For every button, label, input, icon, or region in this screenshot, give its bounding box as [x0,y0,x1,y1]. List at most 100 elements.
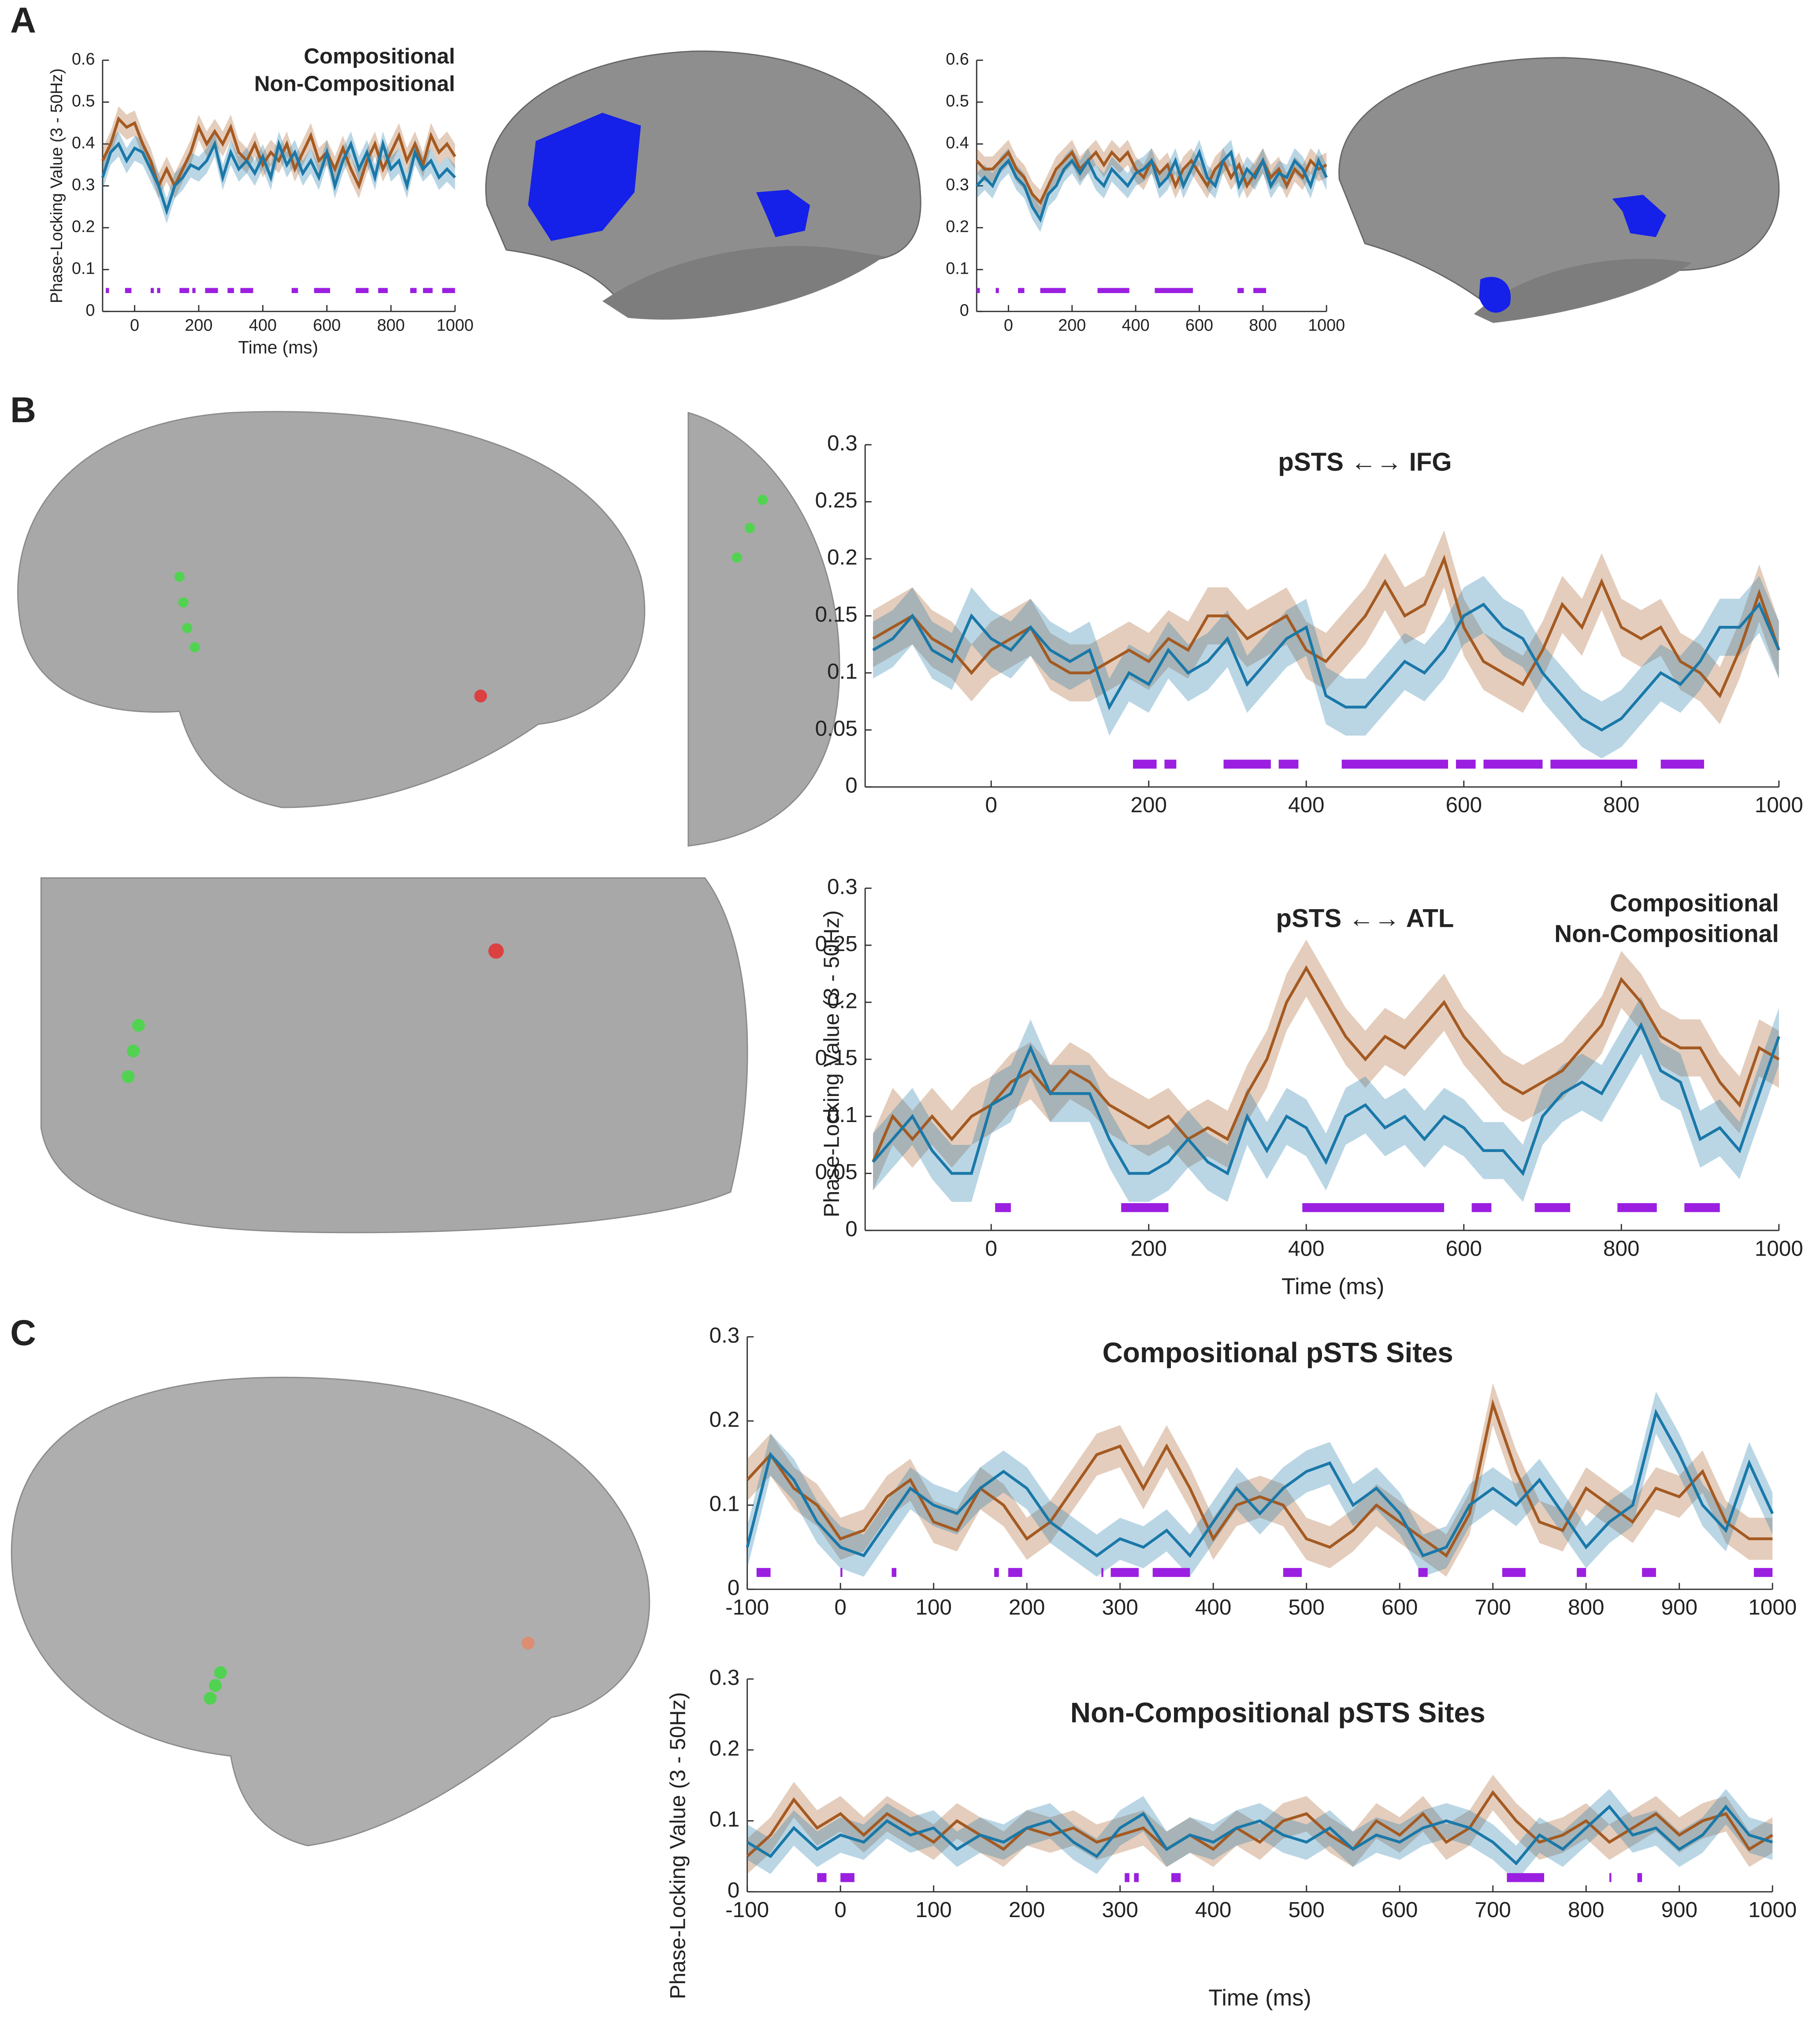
significance-bar [227,288,234,294]
x-axis-label: Time (ms) [1281,1274,1384,1300]
significance-bar [410,288,417,294]
chart: 00.10.20.3-100 0 100 200 300 400 500 600 700 800 9… [666,1665,1797,2011]
significance-bar [205,288,218,294]
chart: 0 0.1 0.2 0.3 0.4 0.5 0.6 0 200 400 600 800 1000 Phas… [48,44,474,357]
brain-b-lateral [17,411,646,808]
legend-entry: Compositional [304,44,455,68]
significance-bar [840,1568,843,1577]
y-tick-label: 0.1 [709,1491,739,1516]
x-tick-label: 500 [1288,1595,1324,1620]
significance-bar [1171,1873,1181,1882]
y-tick-label: 0.3 [827,874,858,899]
x-tick-label: 0 [985,793,997,817]
x-tick-label: 600 [313,316,341,335]
significance-bar [1456,759,1476,769]
x-tick-label: 1000 [437,316,474,335]
y-tick-label: 0.3 [709,1665,739,1690]
x-tick-label: 0 [1004,316,1013,335]
y-tick-label: 0.4 [946,134,969,152]
x-tick-label: 300 [1102,1898,1138,1922]
x-tick-label: 600 [1185,316,1213,335]
significance-bar [995,1203,1011,1212]
significance-bar [995,288,999,294]
x-tick-label: -100 [725,1898,769,1922]
x-tick-label: 200 [1058,316,1086,335]
significance-bar [994,1568,999,1577]
x-axis-label: Time (ms) [1208,1985,1311,2011]
significance-bar [240,288,253,294]
x-tick-label: 100 [915,1898,951,1922]
significance-bar [1753,1568,1773,1577]
significance-bar [1534,1203,1571,1212]
series-line [101,116,457,190]
x-tick-label: 1000 [1755,1236,1803,1260]
series-line [872,554,1780,699]
chart: 0 0.05 0.1 0.15 0.2 0.25 0.3 0 200 400 600 800 1000 p… [815,431,1803,817]
significance-bar [1223,759,1271,769]
confidence-band [873,576,1779,758]
x-tick-label: 800 [1249,316,1277,335]
x-tick-label: 400 [1288,793,1324,817]
y-axis-label: Phase-Locking Value (3 - 50Hz) [820,910,844,1217]
legend-entry: Non-Compositional [254,72,455,96]
significance-bar [840,1873,854,1882]
chart: 0 0.05 0.1 0.15 0.2 0.25 0.3 0 200 400 600 800 1000 p… [815,874,1803,1299]
chart: 0 0.1 0.2 0.3 0.4 0.5 0.6 0 200 400 600 800 1000 [946,50,1345,335]
y-tick-label: 0.5 [72,92,95,111]
x-tick-label: 500 [1288,1898,1324,1922]
x-tick-label: 400 [1288,1236,1324,1260]
significance-bar [442,288,455,294]
x-tick-label: 800 [377,316,405,335]
y-tick-label: 0.3 [72,176,95,194]
y-tick-label: 0 [960,301,969,320]
y-tick-label: 0.05 [815,1160,858,1184]
y-tick-label: 0.4 [72,134,95,152]
significance-bar [378,288,388,294]
x-tick-label: 600 [1382,1595,1418,1620]
significance-bar [1125,1873,1129,1882]
series-line [746,1409,1774,1558]
significance-bar [423,288,433,294]
panel-label: A [10,0,36,41]
significance-bar [1550,759,1638,769]
y-tick-label: 0.2 [946,218,969,236]
significance-bar [1471,1203,1492,1212]
significance-bar [1253,288,1267,294]
x-tick-label: 600 [1446,793,1482,817]
significance-bar [1111,1568,1139,1577]
series-line [872,965,1780,1163]
y-tick-label: 0.1 [827,659,858,684]
significance-bar [1133,759,1157,769]
significance-bar [1502,1568,1526,1577]
y-tick-label: 0.2 [709,1736,739,1761]
y-tick-label: 0.3 [709,1323,739,1347]
significance-bar [1617,1203,1657,1212]
y-tick-label: 0.05 [815,716,858,740]
brain-b-ventral [40,877,748,1234]
significance-bar [1483,759,1543,769]
significance-bar [1507,1873,1545,1882]
series-line [872,602,1780,732]
chart-title: Non-Compositional pSTS Sites [1070,1697,1486,1728]
x-tick-label: 200 [1009,1595,1045,1620]
x-tick-label: 1000 [1748,1595,1797,1620]
significance-bar [179,288,189,294]
x-axis-label: Time (ms) [238,337,318,357]
y-tick-label: 0.3 [827,431,858,455]
x-tick-label: 400 [249,316,277,335]
x-tick-label: 600 [1382,1898,1418,1922]
significance-bar [1040,288,1066,294]
confidence-band [977,140,1327,232]
significance-bar [1684,1203,1720,1212]
significance-bar [1637,1873,1642,1882]
y-tick-label: 0 [728,1576,740,1600]
brain-a-right [1338,57,1780,323]
significance-bar [1278,759,1299,769]
significance-bar [1237,288,1244,294]
legend-entry: Compositional [1610,889,1779,917]
significance-bar [1152,1568,1190,1577]
significance-bar [977,288,980,294]
x-tick-label: 200 [1130,1236,1166,1260]
y-axis-label: Phase-Locking Value (3 - 50Hz) [48,68,66,303]
